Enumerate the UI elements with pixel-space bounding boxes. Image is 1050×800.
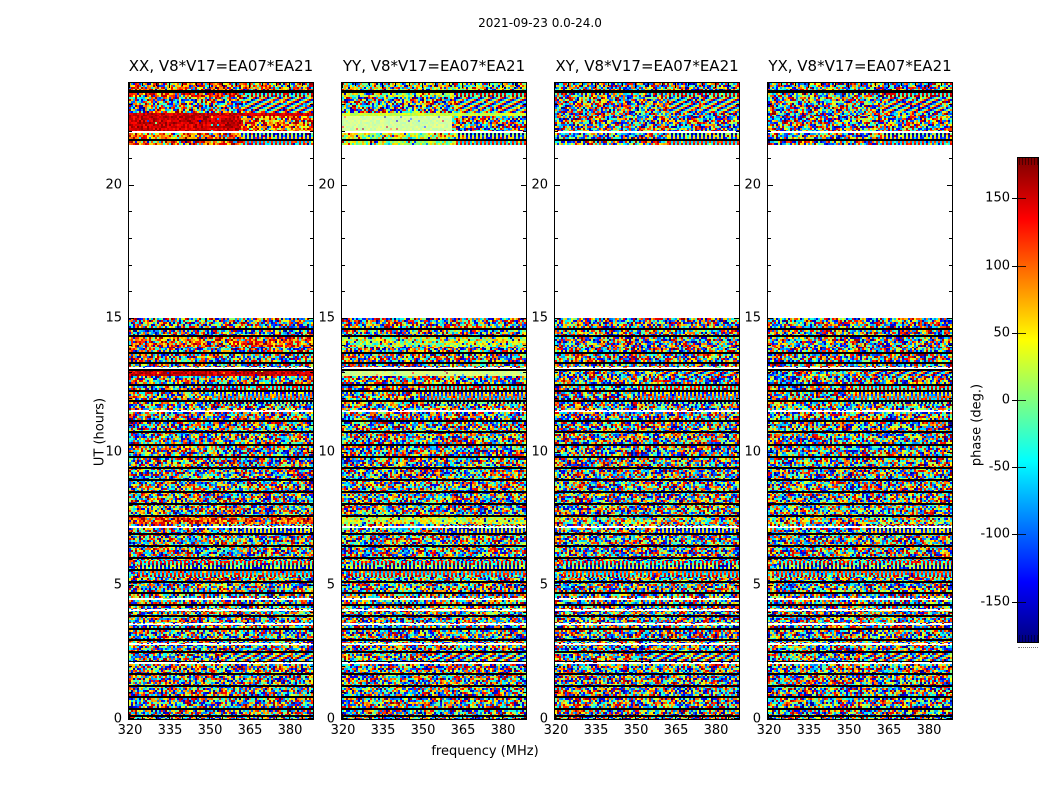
x-tick-label: 320 [117,723,143,738]
y-tick-label: 20 [531,177,548,193]
colorbar-tick-label: 100 [985,258,1010,274]
y-tick-label: 15 [744,310,761,326]
x-tick-label: 365 [237,723,263,738]
y-tick-label: 5 [326,577,335,593]
colorbar-tick-mark [1012,198,1017,199]
panel-title-yy: YY, V8*V17=EA07*EA21 [342,57,526,75]
x-tick-label: 320 [543,723,569,738]
phase-waterfall-canvas-yy [342,83,526,719]
x-tick-label: 380 [703,723,729,738]
colorbar-label: phase (deg.) [969,383,985,467]
phase-waterfall-canvas-yx [768,83,952,719]
colorbar-dotted-edge [1018,647,1038,648]
y-tick-label: 0 [326,711,335,726]
y-tick-label: 0 [752,711,761,726]
colorbar-tick-mark [1012,333,1017,334]
panel-frame-yx [767,82,953,720]
y-tick-label: 5 [752,577,761,593]
colorbar-tick-label: -100 [980,526,1010,542]
colorbar-tick-mark [1012,266,1017,267]
colorbar-tick-label: 150 [985,190,1010,206]
y-tick-label: 10 [531,444,548,460]
colorbar-frame [1017,157,1039,643]
y-tick-label: 20 [744,177,761,193]
y-tick-label: 5 [113,577,122,593]
y-tick-label: 15 [318,310,335,326]
x-tick-label: 350 [197,723,223,738]
y-tick-label: 15 [105,310,122,326]
colorbar-tick-mark [1012,534,1017,535]
x-tick-label: 335 [157,723,183,738]
panel-title-xx: XX, V8*V17=EA07*EA21 [128,57,314,75]
panel-frame-xy [554,82,740,720]
y-tick-label: 20 [318,177,335,193]
phase-waterfall-canvas-xy [555,83,739,719]
x-tick-label: 350 [623,723,649,738]
panel-title-yx: YX, V8*V17=EA07*EA21 [768,57,952,75]
x-tick-label: 380 [277,723,303,738]
panel-title-xy: XY, V8*V17=EA07*EA21 [555,57,739,75]
x-tick-label: 320 [330,723,356,738]
colorbar-tick-mark [1012,467,1017,468]
x-tick-label: 365 [663,723,689,738]
colorbar-tick-label: 50 [993,325,1010,341]
colorbar-tick-label: 0 [1001,392,1010,408]
x-tick-label: 350 [836,723,862,738]
y-tick-label: 20 [105,177,122,193]
panel-frame-yy [341,82,527,720]
y-tick-label: 10 [105,444,122,460]
phase-waterfall-canvas-xx [129,83,313,719]
colorbar-tick-label: -150 [980,594,1010,610]
x-tick-label: 380 [916,723,942,738]
x-tick-label: 320 [756,723,782,738]
colorbar-tick-mark [1012,400,1017,401]
y-tick-label: 5 [539,577,548,593]
x-tick-label: 335 [583,723,609,738]
x-tick-label: 335 [370,723,396,738]
x-tick-label: 365 [450,723,476,738]
x-tick-label: 380 [490,723,516,738]
y-tick-label: 0 [539,711,548,726]
colorbar-tick-mark [1012,602,1017,603]
figure-title: 2021-09-23 0.0-24.0 [478,16,602,30]
x-tick-label: 350 [410,723,436,738]
panel-frame-xx [128,82,314,720]
x-tick-label: 335 [796,723,822,738]
colorbar-tick-label: -50 [988,459,1010,475]
y-tick-label: 10 [318,444,335,460]
y-tick-label: 15 [531,310,548,326]
colorbar-gradient-canvas [1018,158,1038,642]
x-axis-label: frequency (MHz) [431,744,539,759]
y-tick-label: 10 [744,444,761,460]
x-tick-label: 365 [876,723,902,738]
y-tick-label: 0 [113,711,122,726]
